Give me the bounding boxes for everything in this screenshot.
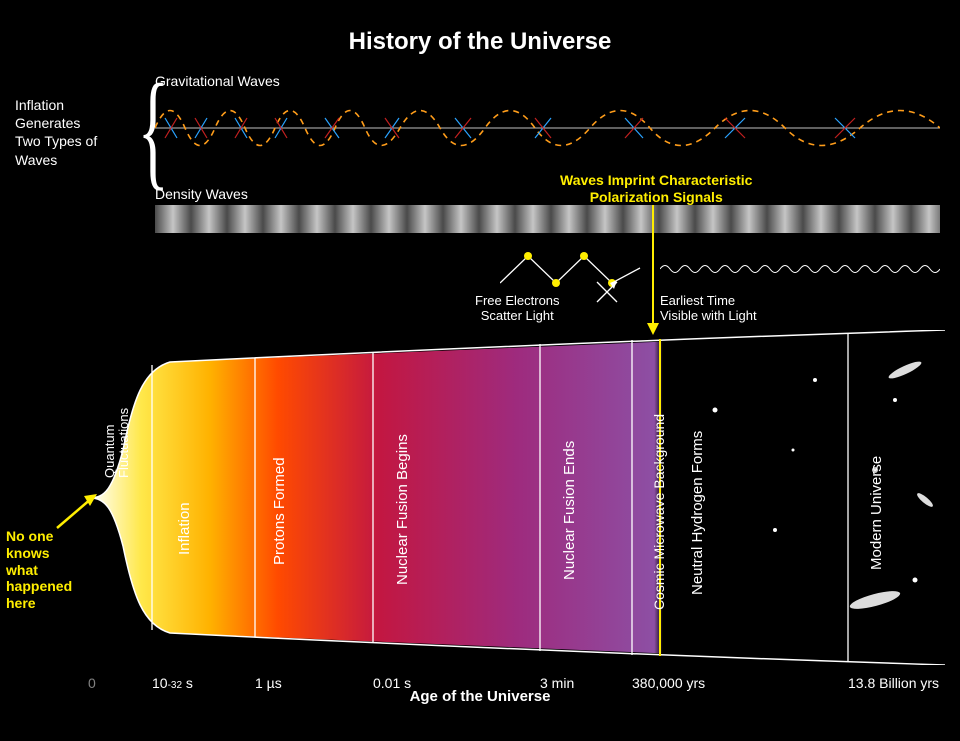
polarization-text: Waves Imprint Characteristic Polarizatio… xyxy=(560,172,752,205)
scatter-arrow-icon xyxy=(592,280,622,310)
noone-arrow-icon xyxy=(52,490,102,535)
era-fusion-ends: Nuclear Fusion Ends xyxy=(561,441,578,580)
era-hydrogen: Neutral Hydrogen Forms xyxy=(689,431,706,595)
scatter-text: Free Electrons Scatter Light xyxy=(475,293,560,323)
x-axis-label: Age of the Universe xyxy=(0,688,960,705)
light-wave-icon xyxy=(660,262,940,276)
era-cmb: Cosmic Microwave Background xyxy=(651,414,667,610)
earliest-text: Earliest Time Visible with Light xyxy=(660,293,757,323)
era-modern: Modern Universe xyxy=(868,456,885,570)
earliest-annotation: Earliest Time Visible with Light xyxy=(660,294,757,324)
scatter-annotation: Free Electrons Scatter Light xyxy=(475,294,560,324)
quantum-fluctuations-label: Quantum Fluctuations xyxy=(103,408,132,478)
era-inflation: Inflation xyxy=(176,502,193,555)
density-wave-band xyxy=(155,205,940,233)
noone-annotation: No one knows what happened here xyxy=(6,528,72,612)
waves-generator-text: Inflation Generates Two Types of Waves xyxy=(15,97,97,168)
era-fusion-begins: Nuclear Fusion Begins xyxy=(394,434,411,585)
era-protons: Protons Formed xyxy=(271,457,288,565)
quantum-text-1: Quantum Fluctuations xyxy=(103,408,132,478)
universe-cone xyxy=(75,330,945,665)
waves-generator-label: Inflation Generates Two Types of Waves xyxy=(15,96,97,169)
page-title: History of the Universe xyxy=(0,28,960,56)
scatter-zigzag-icon xyxy=(500,248,645,292)
gravitational-waves-label: Gravitational Waves xyxy=(155,73,280,89)
polarization-annotation: Waves Imprint Characteristic Polarizatio… xyxy=(560,172,752,206)
noone-text: No one knows what happened here xyxy=(6,528,72,611)
gravitational-wave-svg xyxy=(155,88,940,168)
density-waves-label: Density Waves xyxy=(155,186,248,202)
